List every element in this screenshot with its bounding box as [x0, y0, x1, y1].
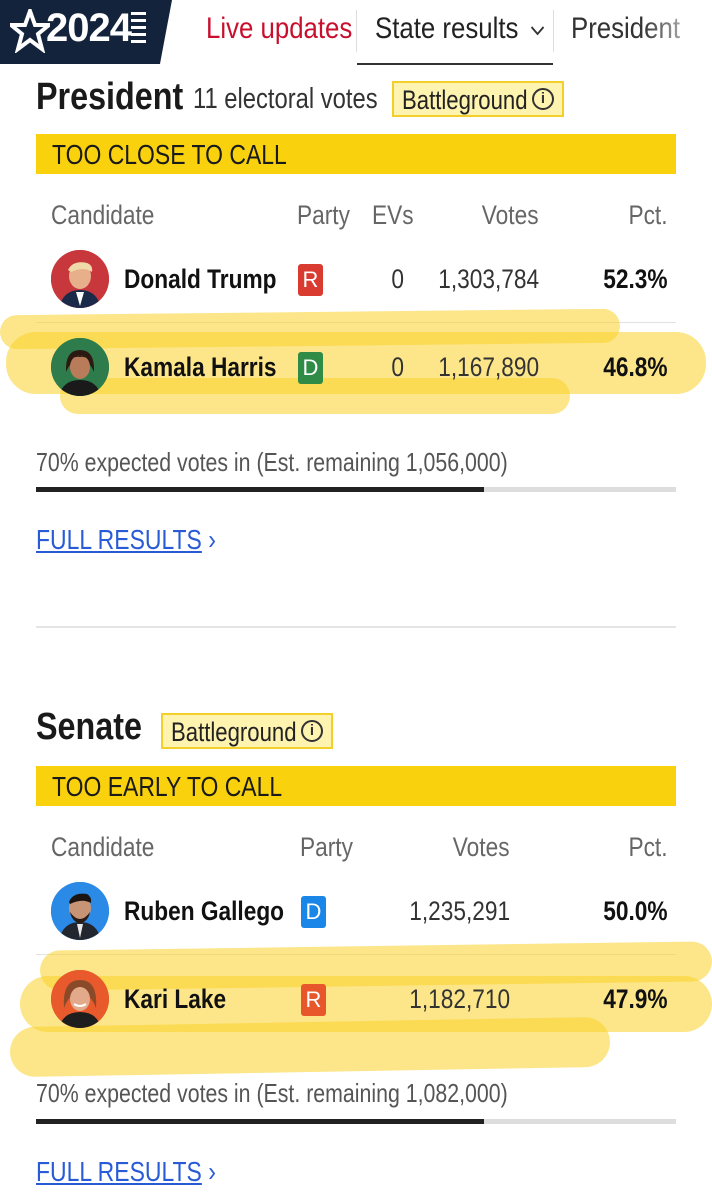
expected-votes-progress [36, 487, 676, 492]
progress-fill [36, 487, 484, 492]
avatar [51, 338, 109, 396]
party-badge: R [301, 984, 326, 1016]
col-pct: Pct. [628, 200, 668, 230]
star-icon [10, 9, 50, 53]
votes-value: 1,303,784 [438, 264, 539, 294]
senate-title: Senate [36, 706, 142, 748]
full-results-label: FULL RESULTS [36, 1156, 202, 1187]
info-icon[interactable]: i [532, 88, 554, 110]
ev-value: 0 [391, 352, 404, 382]
pct-value: 46.8% [603, 352, 668, 382]
info-icon[interactable]: i [301, 720, 323, 742]
full-results-label: FULL RESULTS [36, 524, 202, 555]
president-title: President [36, 76, 184, 118]
nav-divider [356, 10, 357, 52]
top-nav: 2024 Live updates State results Presiden… [0, 0, 712, 66]
full-results-link[interactable]: FULL RESULTS › [36, 1156, 216, 1188]
col-votes: Votes [453, 832, 510, 862]
ev-value: 0 [391, 264, 404, 294]
candidate-name[interactable]: Donald Trump [124, 264, 277, 294]
electoral-votes-count: 11 electoral votes [193, 83, 378, 115]
status-text: TOO CLOSE TO CALL [52, 139, 287, 170]
col-party: Party [300, 832, 353, 862]
lake-portrait-icon [51, 970, 109, 1028]
candidate-name[interactable]: Kamala Harris [124, 352, 277, 382]
nav-divider [553, 10, 554, 52]
nav-active-underline [357, 63, 553, 65]
col-pct: Pct. [628, 832, 668, 862]
highlighter-stroke [60, 378, 570, 414]
status-text: TOO EARLY TO CALL [52, 771, 283, 802]
party-badge: D [298, 352, 323, 384]
battleground-label: Battleground [402, 85, 528, 115]
battleground-badge[interactable]: Battleground i [161, 713, 333, 749]
election-2024-logo[interactable]: 2024 [0, 0, 172, 64]
chevron-right-icon: › [208, 1156, 216, 1187]
pct-value: 50.0% [603, 896, 668, 926]
avatar [51, 882, 109, 940]
progress-fill [36, 1119, 484, 1124]
votes-value: 1,235,291 [409, 896, 510, 926]
col-candidate: Candidate [51, 200, 155, 230]
votes-value: 1,167,890 [438, 352, 539, 382]
trump-portrait-icon [51, 250, 109, 308]
expected-votes-text: 70% expected votes in (Est. remaining 1,… [36, 1078, 508, 1108]
full-results-link[interactable]: FULL RESULTS › [36, 524, 216, 556]
pct-value: 52.3% [603, 264, 668, 294]
candidate-name[interactable]: Ruben Gallego [124, 896, 285, 926]
expected-votes-progress [36, 1119, 676, 1124]
party-badge: D [301, 896, 326, 928]
col-party: Party [297, 200, 350, 230]
gallego-portrait-icon [51, 882, 109, 940]
logo-year: 2024 [46, 6, 132, 50]
battleground-label: Battleground [171, 717, 297, 747]
battleground-badge[interactable]: Battleground i [392, 81, 564, 117]
nav-state-results[interactable]: State results [375, 12, 546, 46]
candidate-name[interactable]: Kari Lake [124, 984, 227, 1014]
status-banner: TOO EARLY TO CALL [36, 766, 676, 806]
votes-value: 1,182,710 [409, 984, 510, 1014]
bars-icon [131, 12, 146, 46]
col-evs: EVs [372, 200, 414, 230]
chevron-down-icon [530, 26, 545, 36]
nav-state-results-label: State results [375, 12, 519, 45]
pct-value: 47.9% [603, 984, 668, 1014]
col-candidate: Candidate [51, 832, 155, 862]
col-votes: Votes [482, 200, 539, 230]
section-divider [36, 626, 676, 628]
avatar [51, 250, 109, 308]
highlighter-stroke [9, 1016, 611, 1078]
expected-votes-text: 70% expected votes in (Est. remaining 1,… [36, 447, 508, 477]
nav-fade [642, 0, 712, 64]
status-banner: TOO CLOSE TO CALL [36, 134, 676, 174]
party-badge: R [298, 264, 323, 296]
chevron-right-icon: › [208, 524, 216, 555]
nav-live-updates[interactable]: Live updates [206, 12, 353, 45]
harris-portrait-icon [51, 338, 109, 396]
avatar [51, 970, 109, 1028]
